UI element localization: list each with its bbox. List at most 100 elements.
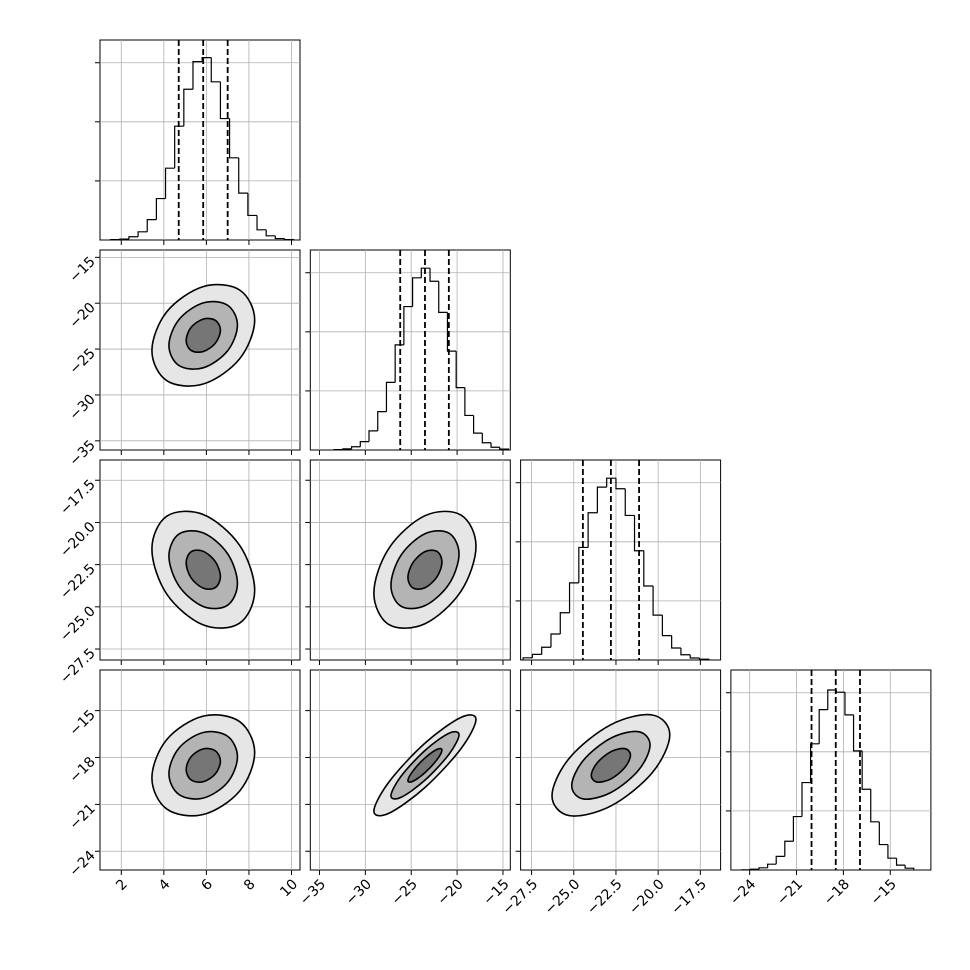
histogram-step: [490, 442, 500, 448]
histogram-step: [559, 612, 570, 634]
contour: [185, 549, 222, 590]
histogram-step: [792, 815, 802, 842]
contour: [185, 747, 222, 783]
contour: [590, 747, 632, 783]
histogram-step: [784, 840, 794, 857]
y-tick-label: −17.5: [57, 477, 99, 519]
histogram-step: [174, 125, 184, 169]
panel-frame: [520, 669, 722, 871]
histogram-step: [568, 582, 579, 613]
histogram-step: [587, 512, 598, 548]
contour: [407, 549, 443, 590]
histogram-step: [350, 446, 361, 449]
histogram-step: [661, 615, 672, 637]
histogram-step: [767, 863, 777, 868]
histogram-step: [550, 633, 561, 648]
histogram-step: [146, 219, 157, 232]
histogram-step: [643, 550, 654, 587]
histogram-step: [119, 238, 129, 240]
x-tick-label: 6: [198, 876, 216, 894]
panel-frame: [520, 459, 722, 661]
histogram-step: [183, 88, 193, 127]
histogram-step: [210, 57, 221, 83]
histogram-step: [359, 441, 370, 447]
histogram-step: [473, 415, 483, 434]
histogram-step: [137, 231, 148, 237]
histogram-step: [228, 118, 239, 159]
x-tick-label: −24: [727, 876, 759, 908]
histogram-step: [606, 477, 616, 488]
y-tick-label: −25: [67, 346, 99, 378]
y-tick-label: −27.5: [57, 645, 99, 687]
histogram-step: [455, 351, 465, 389]
histogram-step: [578, 546, 589, 583]
histogram-step: [615, 478, 626, 490]
y-tick-label: −20: [67, 300, 99, 332]
histogram-step: [128, 236, 139, 240]
histogram-step: [265, 229, 276, 237]
x-tick-label: −17.5: [668, 876, 710, 918]
y-tick-label: −35: [67, 437, 99, 469]
histogram-step: [596, 486, 607, 513]
histogram-step: [155, 197, 166, 220]
histogram-step: [201, 57, 212, 62]
y-tick-label: −15: [67, 254, 99, 286]
histogram-step: [481, 433, 492, 444]
histogram-step: [904, 865, 915, 870]
y-tick-label: −25.0: [57, 603, 99, 645]
histogram-step: [219, 81, 230, 120]
panel-frame: [309, 249, 511, 451]
y-tick-label: −20.0: [57, 519, 99, 561]
histogram-step: [887, 844, 897, 859]
histogram-step: [429, 268, 439, 282]
x-tick-label: 8: [241, 876, 259, 894]
histogram-step: [878, 821, 888, 846]
histogram-step: [531, 653, 542, 658]
histogram-step: [238, 157, 248, 194]
histogram-step: [844, 692, 854, 716]
histogram-step: [698, 658, 710, 660]
x-tick-label: −20.0: [626, 876, 668, 918]
x-tick-label: −30: [343, 876, 375, 908]
x-tick-label: −21: [774, 876, 806, 908]
panel-frame: [99, 249, 301, 451]
x-tick-label: −20: [435, 876, 467, 908]
histogram-step: [870, 789, 880, 823]
histogram-step: [818, 709, 828, 744]
histogram-step: [446, 312, 457, 352]
histogram-step: [247, 193, 258, 217]
x-tick-label: −15: [868, 876, 900, 908]
histogram-step: [164, 167, 175, 199]
panel-frame: [99, 39, 301, 241]
y-tick-label: −30: [67, 391, 99, 423]
histogram-step: [499, 447, 510, 450]
panel-frame: [309, 669, 511, 871]
x-tick-label: 2: [113, 876, 131, 894]
histogram-step: [192, 61, 203, 90]
histogram-step: [801, 781, 811, 817]
histogram-step: [420, 267, 431, 278]
y-tick-label: −18: [67, 754, 99, 786]
x-tick-label: −35: [297, 876, 329, 908]
histogram-step: [624, 488, 635, 517]
histogram-step: [895, 858, 906, 866]
histogram-step: [385, 381, 396, 412]
histogram-step: [775, 855, 785, 865]
histogram-step: [522, 657, 533, 660]
panel-frame: [309, 459, 511, 661]
histogram-step: [680, 648, 691, 656]
histogram-step: [758, 867, 768, 870]
panel-frame: [99, 669, 301, 871]
histogram-step: [411, 277, 422, 307]
histogram-step: [749, 868, 760, 870]
histogram-step: [671, 635, 681, 649]
histogram-step: [342, 448, 352, 450]
x-tick-label: 4: [156, 876, 174, 894]
histogram-step: [438, 281, 448, 313]
histogram-step: [256, 215, 267, 231]
panel-frame: [730, 669, 932, 871]
x-tick-label: −22.5: [584, 876, 626, 918]
x-tick-label: −18: [821, 876, 853, 908]
y-tick-label: −15: [67, 707, 99, 739]
